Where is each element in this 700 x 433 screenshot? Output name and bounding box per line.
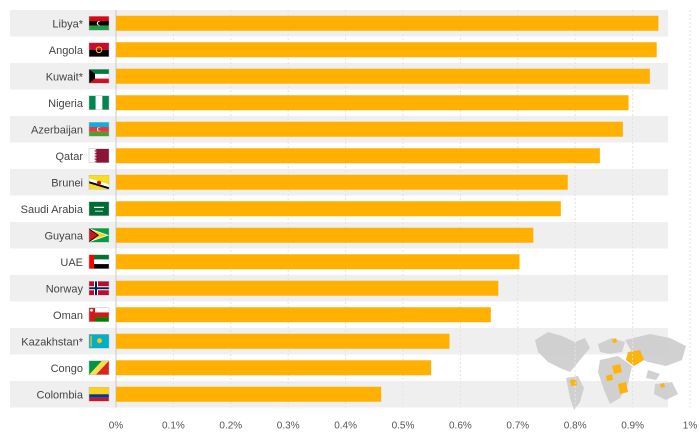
x-tick-label: 0.9%	[621, 421, 644, 432]
flag-saudi-arabia-icon	[88, 201, 110, 216]
x-tick-label: 0.2%	[219, 421, 242, 432]
x-tick-label: 0.4%	[334, 421, 357, 432]
flag-congo-icon	[88, 360, 110, 375]
bar[interactable]	[116, 42, 657, 58]
bar[interactable]	[116, 148, 600, 164]
flag-azerbaijan-icon	[88, 122, 110, 137]
bar[interactable]	[116, 386, 382, 402]
bar[interactable]	[116, 360, 432, 376]
x-tick-label: 0.1%	[162, 421, 185, 432]
bar[interactable]	[116, 68, 650, 84]
flag-kazakhstan-icon	[88, 334, 110, 349]
bar[interactable]	[116, 307, 491, 323]
bar[interactable]	[116, 95, 629, 111]
x-tick-label: 0.7%	[506, 421, 529, 432]
category-label: Oman	[53, 310, 83, 322]
category-label: Angola	[49, 45, 84, 57]
category-label: Brunei	[51, 177, 83, 189]
bar[interactable]	[116, 254, 520, 270]
world-map-icon	[535, 332, 686, 410]
category-label: UAE	[60, 257, 83, 269]
x-tick-label: 0%	[109, 421, 124, 432]
bar[interactable]	[116, 174, 568, 190]
x-tick-label: 0.6%	[449, 421, 472, 432]
category-label: Colombia	[37, 389, 84, 401]
bar[interactable]	[116, 227, 534, 243]
category-label: Norway	[46, 283, 84, 295]
category-label: Nigeria	[48, 98, 84, 110]
flag-brunei-icon	[88, 175, 110, 190]
category-label: Guyana	[44, 230, 83, 242]
x-tick-label: 0.5%	[392, 421, 415, 432]
bar[interactable]	[116, 280, 499, 296]
flag-oman-icon	[88, 307, 110, 322]
bar[interactable]	[116, 15, 659, 31]
flag-libya-icon	[88, 16, 110, 31]
x-tick-label: 0.8%	[564, 421, 587, 432]
bar[interactable]	[116, 333, 450, 349]
x-tick-label: 0.3%	[277, 421, 300, 432]
flag-angola-icon	[88, 42, 110, 57]
x-tick-label: 1%	[683, 421, 698, 432]
flag-norway-icon	[88, 281, 110, 296]
category-label: Qatar	[55, 151, 83, 163]
category-label: Saudi Arabia	[21, 204, 84, 216]
flag-guyana-icon	[88, 228, 110, 243]
bars	[116, 15, 659, 402]
flag-nigeria-icon	[88, 95, 110, 110]
flag-qatar-icon	[88, 148, 110, 163]
bar[interactable]	[116, 201, 561, 217]
bar[interactable]	[116, 121, 623, 137]
x-axis-ticks: 0% 0.1% 0.2% 0.3% 0.4% 0.5% 0.6% 0.7% 0.8% 0.9% 1%	[109, 421, 698, 432]
flag-kuwait-icon	[88, 69, 110, 84]
category-label: Libya*	[52, 18, 83, 30]
flag-uae-icon	[88, 254, 110, 269]
category-label: Azerbaijan	[31, 124, 83, 136]
category-label: Kuwait*	[46, 71, 84, 83]
flag-colombia-icon	[88, 387, 110, 402]
category-labels: Libya* Angola Kuwait* Nigeria Azerbaijan Qata…	[21, 18, 84, 401]
category-label: Congo	[51, 363, 83, 375]
flag-icons	[88, 16, 110, 402]
category-label: Kazakhstan*	[21, 336, 83, 348]
